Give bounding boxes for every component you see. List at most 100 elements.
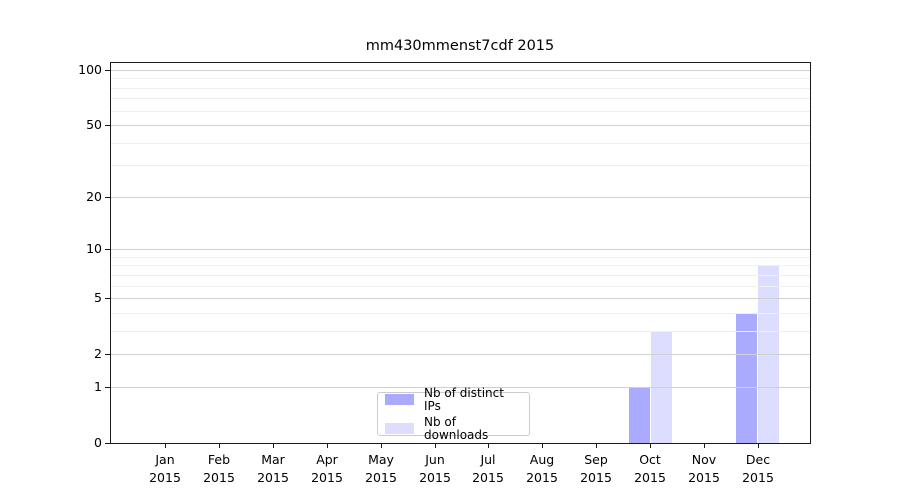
gridline-minor xyxy=(110,165,810,167)
x-tick-label: Mar 2015 xyxy=(238,451,308,487)
gridline-major xyxy=(110,70,810,71)
x-tick-label: Oct 2015 xyxy=(615,451,685,487)
legend-item-distinct-ips: Nb of distinct IPs xyxy=(385,385,522,413)
spine-right xyxy=(810,62,811,444)
x-tick-label: Aug 2015 xyxy=(507,451,577,487)
x-tick-mark xyxy=(758,443,759,448)
bar-dec-distinct-ips xyxy=(736,313,758,443)
x-tick-month: Oct xyxy=(639,452,661,467)
x-tick-mark xyxy=(488,443,489,448)
y-tick-mark xyxy=(105,387,110,388)
x-tick-mark xyxy=(435,443,436,448)
spine-bottom xyxy=(110,443,811,444)
x-tick-year: 2015 xyxy=(688,470,720,485)
gridline-minor xyxy=(110,265,810,267)
x-tick-year: 2015 xyxy=(311,470,343,485)
x-tick-label: Jul 2015 xyxy=(453,451,523,487)
y-tick-label: 10 xyxy=(86,241,102,256)
y-tick-label: 0 xyxy=(94,435,102,450)
x-tick-month: May xyxy=(368,452,394,467)
x-tick-label: Jan 2015 xyxy=(130,451,200,487)
x-tick-month: Sep xyxy=(584,452,608,467)
y-tick-label: 50 xyxy=(86,117,102,132)
gridline-major xyxy=(110,125,810,127)
x-tick-month: Jan xyxy=(155,452,175,467)
x-tick-label: Jun 2015 xyxy=(400,451,470,487)
bar-dec-downloads xyxy=(758,265,780,443)
chart-title: mm430mmenst7cdf 2015 xyxy=(365,38,555,54)
x-tick-mark xyxy=(650,443,651,448)
x-tick-mark xyxy=(219,443,220,448)
bar-oct-distinct-ips xyxy=(628,387,650,443)
y-tick-mark xyxy=(105,249,110,250)
gridline-minor xyxy=(110,110,810,112)
gridline-major xyxy=(110,354,810,356)
gridline-minor xyxy=(110,330,810,332)
gridline-minor xyxy=(110,312,810,314)
y-tick-label: 100 xyxy=(78,62,102,77)
gridline-major xyxy=(110,249,810,251)
x-tick-year: 2015 xyxy=(742,470,774,485)
legend-swatch-distinct-ips xyxy=(385,394,414,405)
legend-label-downloads: Nb of downloads xyxy=(424,414,489,442)
legend-swatch-downloads xyxy=(385,423,414,434)
x-tick-label: Apr 2015 xyxy=(292,451,362,487)
x-tick-label: Feb 2015 xyxy=(184,451,254,487)
x-tick-mark xyxy=(327,443,328,448)
x-tick-mark xyxy=(596,443,597,448)
gridline-major xyxy=(110,298,810,300)
x-tick-year: 2015 xyxy=(634,470,666,485)
legend-label-distinct-ips: Nb of distinct IPs xyxy=(424,385,504,413)
y-tick-mark xyxy=(105,197,110,198)
x-tick-year: 2015 xyxy=(257,470,289,485)
x-tick-year: 2015 xyxy=(149,470,181,485)
y-tick-mark xyxy=(105,443,110,444)
gridline-major xyxy=(110,386,810,388)
legend: Nb of distinct IPs Nb of downloads xyxy=(377,386,530,441)
gridline-major xyxy=(110,196,810,198)
x-tick-label: Sep 2015 xyxy=(561,451,631,487)
plot-area: Nb of distinct IPs Nb of downloads xyxy=(110,62,810,443)
x-tick-label: Dec 2015 xyxy=(723,451,793,487)
x-tick-month: Jul xyxy=(480,452,496,467)
x-tick-mark xyxy=(381,443,382,448)
gridline-minor xyxy=(110,98,810,100)
x-tick-month: Dec xyxy=(745,452,771,467)
x-tick-year: 2015 xyxy=(203,470,235,485)
x-tick-mark xyxy=(273,443,274,448)
x-tick-mark xyxy=(704,443,705,448)
y-tick-mark xyxy=(105,125,110,126)
spine-left xyxy=(110,62,111,444)
x-tick-month: Nov xyxy=(691,452,717,467)
gridline-minor xyxy=(110,87,810,89)
y-tick-label: 1 xyxy=(94,379,102,394)
gridline-minor xyxy=(110,274,810,276)
y-tick-mark xyxy=(105,298,110,299)
y-tick-label: 20 xyxy=(86,189,102,204)
y-tick-mark xyxy=(105,70,110,71)
gridline-minor xyxy=(110,285,810,287)
x-tick-month: Apr xyxy=(316,452,338,467)
x-tick-month: Mar xyxy=(261,452,285,467)
x-tick-year: 2015 xyxy=(526,470,558,485)
y-tick-label: 5 xyxy=(94,290,102,305)
spine-top xyxy=(110,62,811,63)
x-tick-year: 2015 xyxy=(365,470,397,485)
legend-item-downloads: Nb of downloads xyxy=(385,414,522,442)
x-tick-mark xyxy=(542,443,543,448)
y-tick-label: 2 xyxy=(94,346,102,361)
x-tick-month: Jun xyxy=(425,452,445,467)
x-tick-label: May 2015 xyxy=(346,451,416,487)
gridline-minor xyxy=(110,78,810,80)
x-tick-label: Nov 2015 xyxy=(669,451,739,487)
x-tick-mark xyxy=(165,443,166,448)
x-tick-year: 2015 xyxy=(580,470,612,485)
gridline-minor xyxy=(110,142,810,144)
x-tick-year: 2015 xyxy=(419,470,451,485)
x-tick-month: Feb xyxy=(207,452,231,467)
gridline-minor xyxy=(110,256,810,258)
y-tick-mark xyxy=(105,354,110,355)
x-tick-month: Aug xyxy=(529,452,555,467)
x-tick-year: 2015 xyxy=(472,470,504,485)
